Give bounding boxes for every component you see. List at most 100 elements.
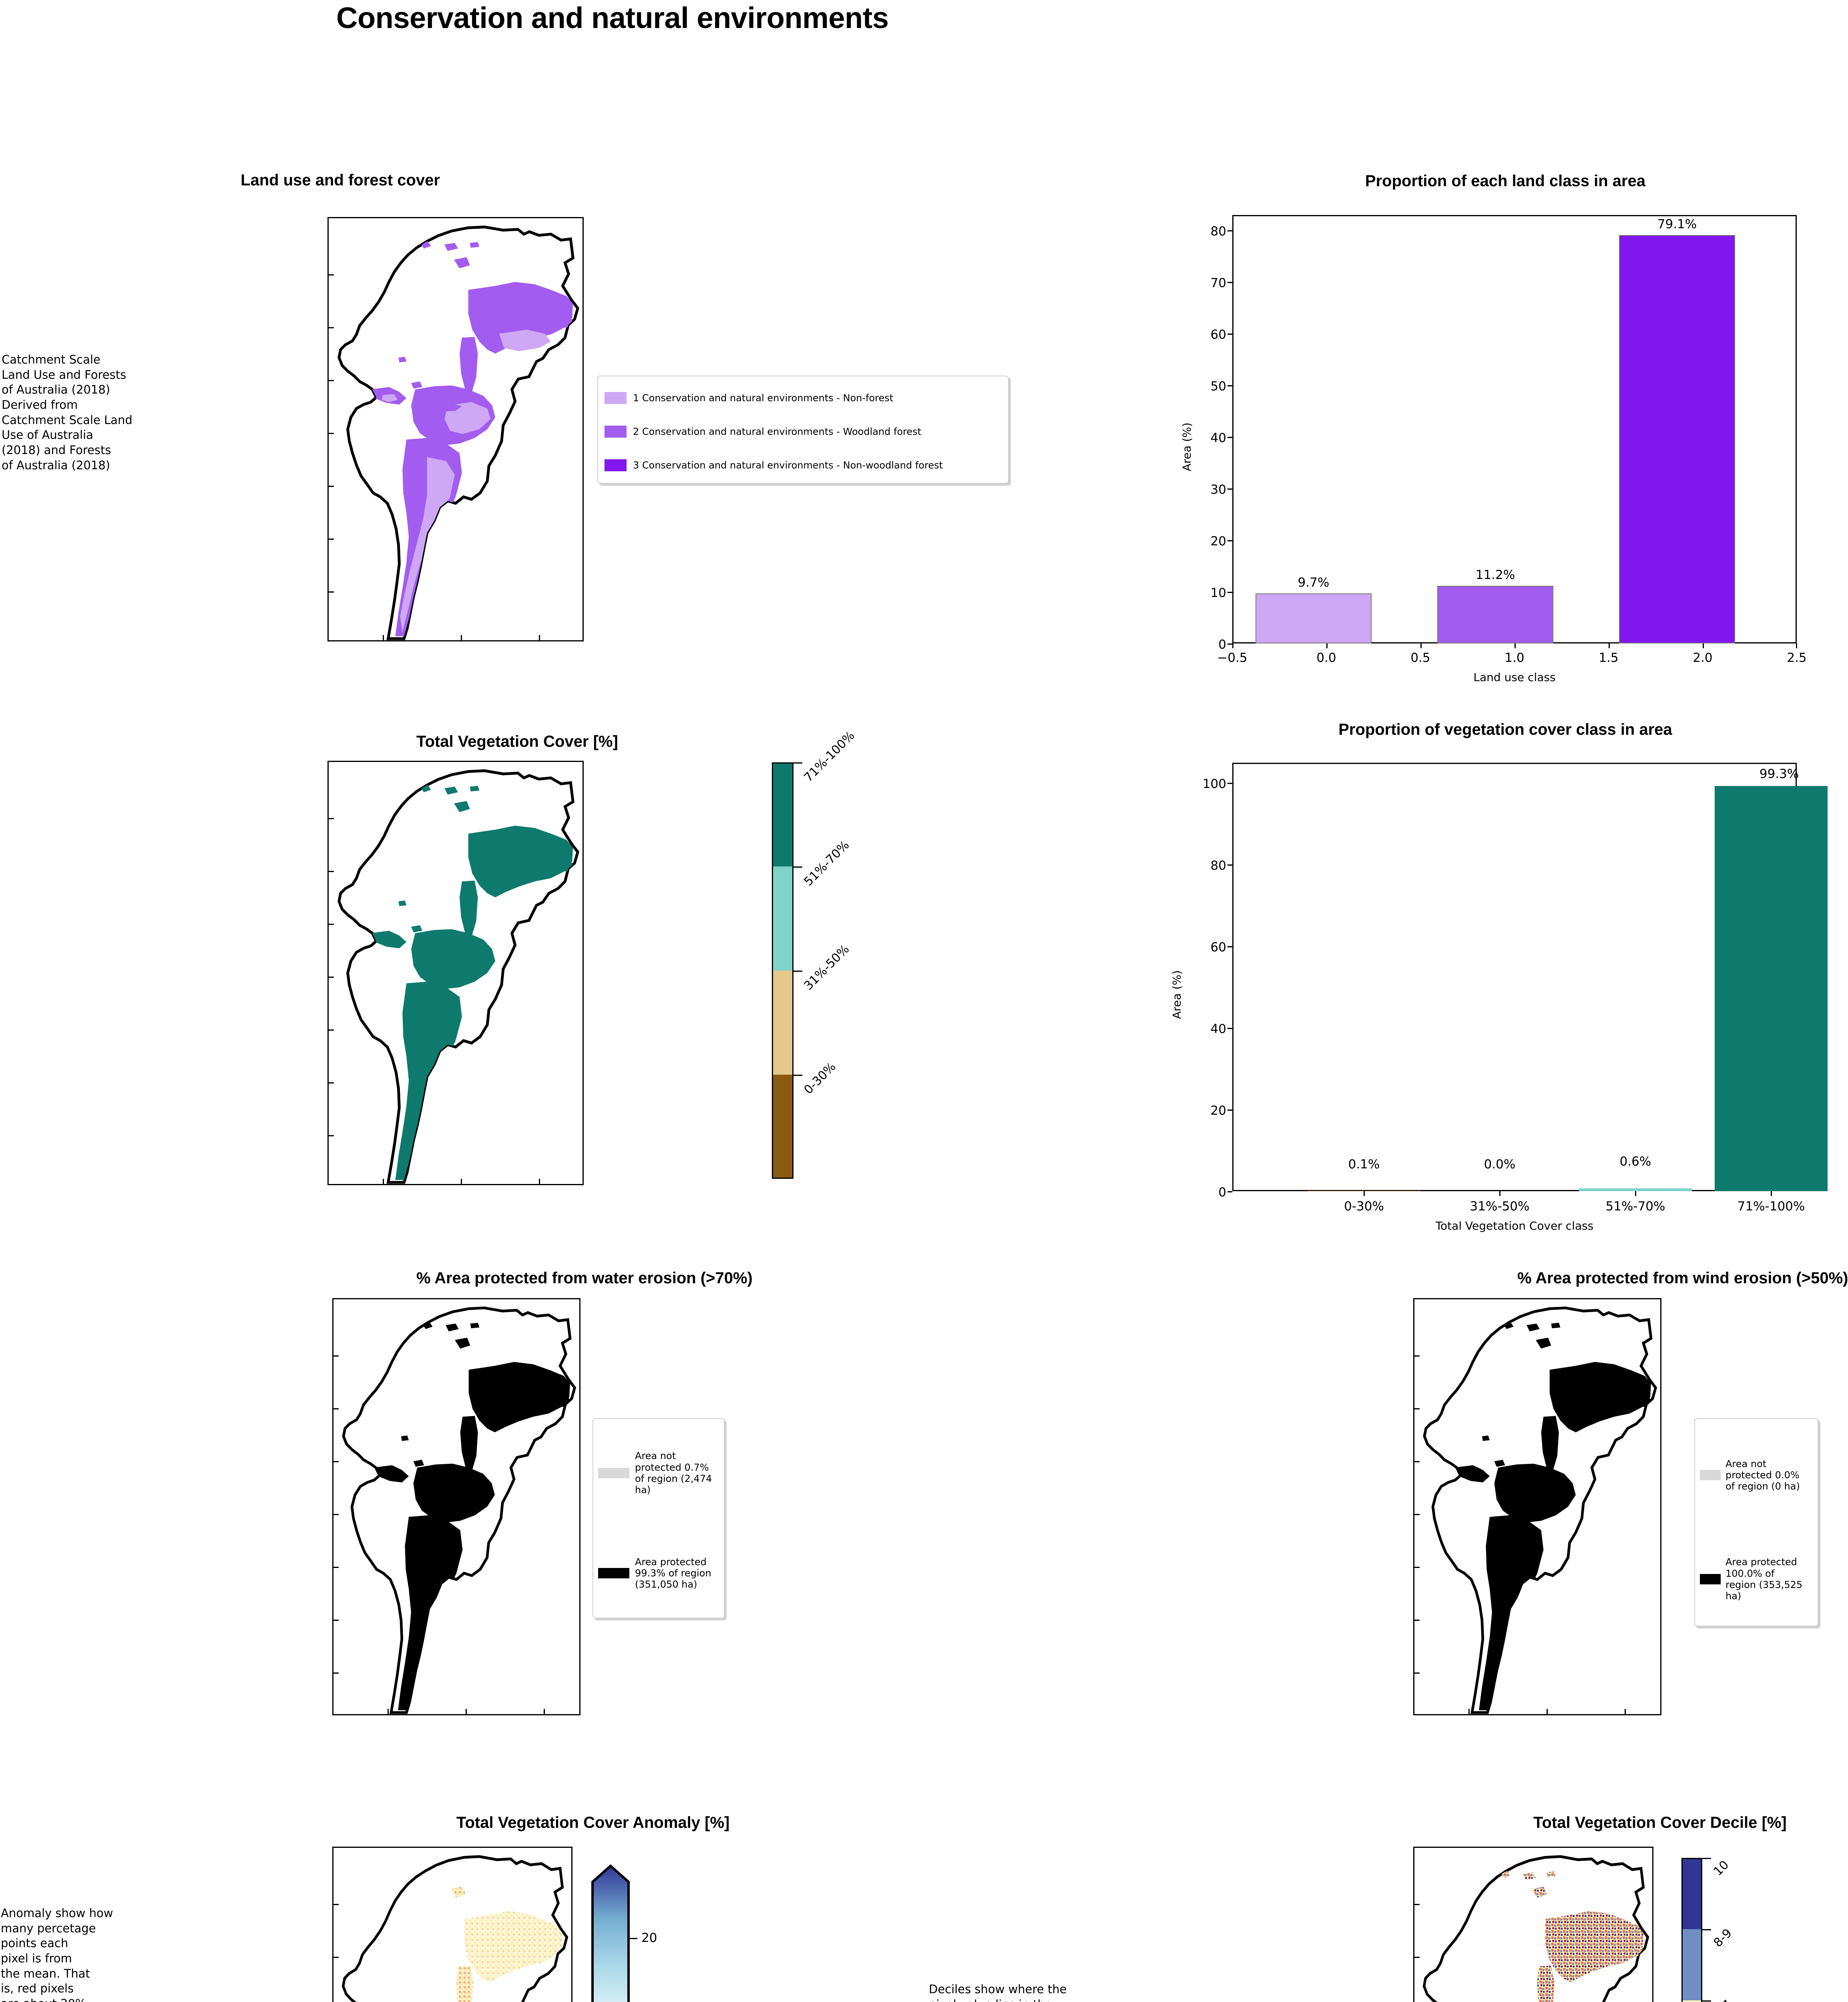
x-tick-label: 0-30% xyxy=(1344,1199,1384,1214)
legend-item: Area protected 99.3% of region (351,050 … xyxy=(598,1523,719,1623)
colorbar-segment-71-100 xyxy=(772,762,793,866)
y-tick-label: 60 xyxy=(1210,940,1226,955)
colorbar-segment-51-70 xyxy=(772,866,793,971)
legend-item: Area not protected 0.7% of region (2,474… xyxy=(598,1423,719,1523)
y-tick-label: 60 xyxy=(1210,328,1226,342)
land-use-map-title: Land use and forest cover xyxy=(241,171,440,189)
axis-tick xyxy=(329,539,334,540)
veg-cover-map[interactable] xyxy=(327,761,584,1185)
water-erosion-map[interactable] xyxy=(332,1298,581,1715)
x-tick-label: 0.5 xyxy=(1410,651,1430,665)
bar-veg-class-3[interactable] xyxy=(1715,786,1828,1191)
legend-swatch-non-woodland-forest xyxy=(605,459,627,471)
anomaly-colorbar: 20 10 0 −10 −20 xyxy=(589,1862,685,2002)
x-tick-label: 71%-100% xyxy=(1737,1199,1805,1214)
axis-tick xyxy=(329,433,334,434)
bar-label-0: 9.7% xyxy=(1298,575,1330,590)
land-class-bar-chart[interactable]: 9.7% 11.2% 79.1% 0 10 20 30 40 50 60 70 … xyxy=(1180,215,1807,684)
y-tick-label: 20 xyxy=(1210,1104,1226,1118)
legend-swatch-not-protected xyxy=(1700,1470,1721,1480)
axis-tick xyxy=(329,486,334,487)
legend-swatch-protected xyxy=(598,1568,629,1578)
colorbar-tick-20: 20 xyxy=(641,1931,657,1945)
axis-tick xyxy=(329,380,334,381)
axis-tick xyxy=(383,635,384,640)
anomaly-description: Anomaly show how many percetage points e… xyxy=(1,1906,113,2002)
colorbar-segment-4-7 xyxy=(1681,2000,1702,2002)
decile-colorbar: 10 8-9 4-7 2-3 1 xyxy=(1681,1858,1802,2002)
bar-land-class-1[interactable] xyxy=(1437,586,1553,643)
land-use-source-note: Catchment Scale Land Use and Forests of … xyxy=(2,353,133,472)
y-axis-label: Area (%) xyxy=(1180,422,1193,471)
legend-item: Area not protected 0.0% of region (0 ha) xyxy=(1700,1423,1813,1527)
legend-swatch-woodland-forest xyxy=(605,426,627,438)
axis-tick xyxy=(539,635,540,640)
y-tick-label: 40 xyxy=(1210,1022,1226,1036)
x-axis-label: Total Vegetation Cover class xyxy=(1435,1219,1594,1232)
bar-label-0: 0.1% xyxy=(1348,1157,1380,1172)
colorbar-label-51-70: 51%-70% xyxy=(801,838,852,889)
colorbar-label-31-50: 31%-50% xyxy=(801,942,852,993)
bar-label-1: 0.0% xyxy=(1484,1157,1516,1172)
y-tick-label: 20 xyxy=(1210,534,1226,549)
legend-swatch-not-protected xyxy=(598,1468,629,1478)
legend-swatch-non-forest xyxy=(605,392,627,404)
y-tick-label: 80 xyxy=(1210,224,1226,239)
y-tick-label: 50 xyxy=(1210,379,1226,394)
anomaly-map[interactable] xyxy=(332,1847,572,2002)
decile-description: Deciles show where the pixel value lies … xyxy=(929,1982,1067,2002)
legend-label: Area not protected 0.7% of region (2,474… xyxy=(635,1450,712,1496)
colorbar-label-71-100: 71%-100% xyxy=(801,728,858,785)
legend-label: 3 Conservation and natural environments … xyxy=(633,459,943,471)
veg-class-bar-chart[interactable]: 0.1% 0.0% 0.6% 99.3% 0 20 40 60 80 100 0… xyxy=(1170,763,1828,1232)
decile-map[interactable] xyxy=(1413,1847,1653,2002)
bar-label-2: 0.6% xyxy=(1619,1154,1651,1169)
y-tick-label: 30 xyxy=(1210,482,1226,497)
bar-land-class-2[interactable] xyxy=(1619,235,1735,643)
axes-frame xyxy=(1232,763,1797,1191)
land-use-map[interactable] xyxy=(327,217,584,641)
land-use-legend: 1 Conservation and natural environments … xyxy=(597,376,1009,484)
veg-cover-colorbar: 71%-100% 51%-70% 31%-50% 0-30% xyxy=(772,729,932,1179)
y-tick-label: 80 xyxy=(1210,858,1226,873)
y-tick-label: 100 xyxy=(1202,777,1226,791)
legend-item: Area protected 100.0% of region (353,525… xyxy=(1700,1527,1813,1631)
y-tick-label: 0 xyxy=(1218,1185,1226,1200)
colorbar-label-4-7: 4-7 xyxy=(1711,1997,1735,2002)
axis-tick xyxy=(329,591,334,593)
bar-label-3: 99.3% xyxy=(1759,767,1799,781)
axis-tick xyxy=(461,635,462,640)
y-tick-label: 70 xyxy=(1210,276,1226,290)
legend-label: 1 Conservation and natural environments … xyxy=(633,392,894,404)
colorbar-segment-31-50 xyxy=(772,971,793,1075)
x-tick-label: 0.0 xyxy=(1316,651,1336,665)
wind-erosion-map[interactable] xyxy=(1413,1298,1661,1715)
legend-label: Area protected 99.3% of region (351,050 … xyxy=(635,1556,711,1590)
legend-item: 3 Conservation and natural environments … xyxy=(605,448,1002,482)
x-tick-label: 2.5 xyxy=(1787,651,1807,665)
land-class-chart-title: Proportion of each land class in area xyxy=(1365,172,1646,190)
legend-label: Area protected 100.0% of region (353,525… xyxy=(1725,1556,1803,1602)
legend-item: 1 Conservation and natural environments … xyxy=(605,381,1002,415)
y-tick-label: 40 xyxy=(1210,431,1226,445)
axis-tick xyxy=(329,274,334,275)
colorbar-segment-8-9 xyxy=(1681,1929,1702,2000)
x-tick-label: 51%-70% xyxy=(1605,1199,1665,1214)
colorbar-label-8-9: 8-9 xyxy=(1711,1926,1735,1950)
x-tick-label: 1.5 xyxy=(1599,651,1619,665)
x-tick-label: 31%-50% xyxy=(1470,1199,1530,1214)
bar-land-class-0[interactable] xyxy=(1255,593,1372,643)
axis-tick xyxy=(329,327,334,328)
y-tick-label: 10 xyxy=(1210,586,1226,600)
y-axis-label: Area (%) xyxy=(1170,970,1183,1019)
water-erosion-legend: Area not protected 0.7% of region (2,474… xyxy=(593,1418,725,1618)
legend-label: Area not protected 0.0% of region (0 ha) xyxy=(1725,1458,1800,1492)
legend-swatch-protected xyxy=(1700,1574,1721,1584)
bar-veg-class-2[interactable] xyxy=(1579,1188,1692,1191)
colorbar-segment-10 xyxy=(1681,1858,1702,1929)
x-tick-label: 2.0 xyxy=(1693,651,1713,665)
page-title: Conservation and natural environments xyxy=(336,1,889,34)
bar-label-2: 79.1% xyxy=(1657,217,1697,231)
colorbar-segment-0-30 xyxy=(772,1075,793,1179)
y-tick-label: 0 xyxy=(1218,637,1226,652)
